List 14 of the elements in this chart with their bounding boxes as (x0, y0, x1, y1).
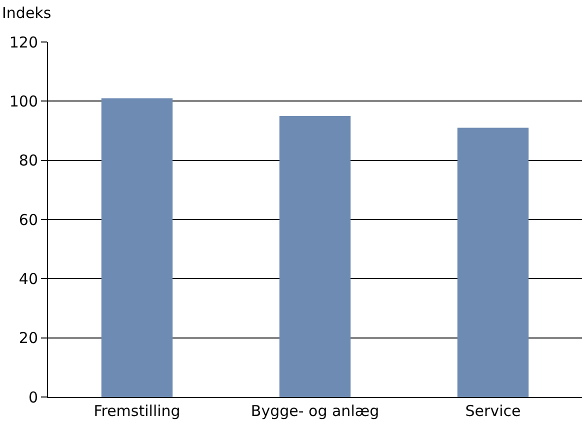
x-tick-label: Bygge- og anlæg (250, 402, 380, 420)
y-tick-label: 120 (9, 33, 38, 52)
bar (457, 128, 529, 397)
y-tick-label: 60 (18, 210, 38, 229)
y-tick-label: 80 (18, 152, 38, 170)
y-tick-label: 40 (18, 270, 38, 288)
y-tick-label: 0 (28, 388, 38, 406)
bar (279, 116, 351, 397)
x-tick-label: Service (465, 402, 521, 420)
y-tick-label: 100 (9, 92, 38, 110)
x-tick-label: Fremstilling (94, 402, 180, 420)
bar (101, 98, 173, 397)
y-axis-title: Indeks (2, 4, 52, 22)
y-tick-label: 20 (18, 329, 38, 348)
